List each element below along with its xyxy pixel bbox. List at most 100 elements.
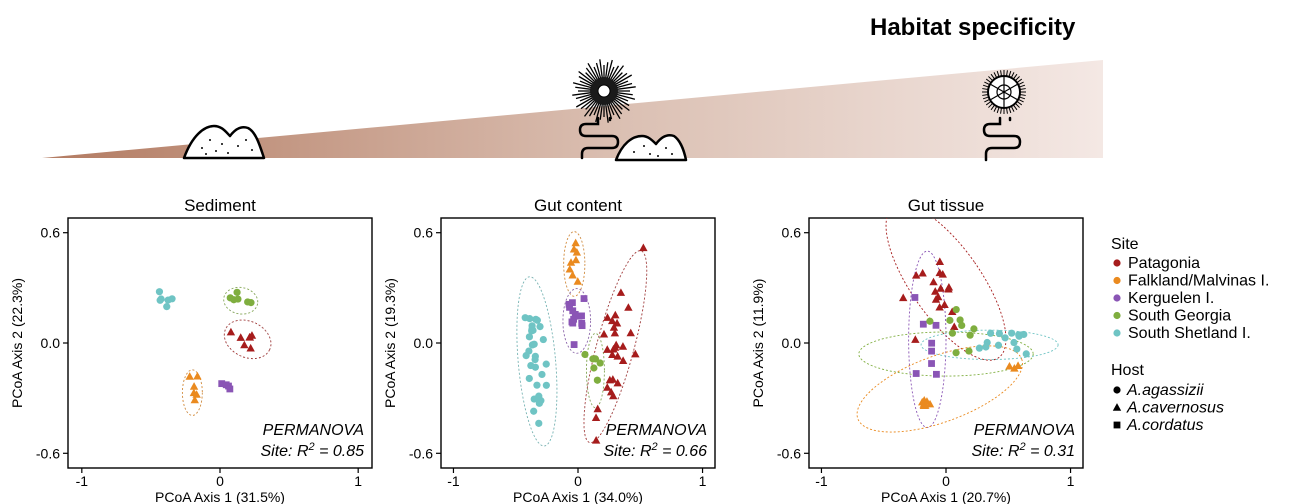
y-axis-label: PCoA Axis 2 (19.3%) <box>382 278 398 408</box>
legend-site-label: Patagonia <box>1128 255 1200 272</box>
urchin-test-icon <box>982 70 1026 114</box>
y-tick-label: -0.6 <box>777 445 801 461</box>
data-point <box>539 335 547 344</box>
legend-swatch <box>1113 329 1121 337</box>
data-point <box>608 350 617 359</box>
data-point <box>618 342 628 350</box>
confidence-ellipse <box>856 345 1023 433</box>
y-tick-label: 0.6 <box>782 225 802 241</box>
data-point <box>531 363 539 371</box>
data-point <box>925 399 935 408</box>
data-point <box>1001 334 1009 342</box>
data-point <box>593 404 602 413</box>
data-point <box>929 277 938 286</box>
legend-site-label: Falkland/Malvinas I. <box>1128 273 1269 290</box>
data-point <box>535 392 543 400</box>
data-point <box>190 395 199 404</box>
data-point <box>919 320 927 328</box>
data-point <box>611 340 621 349</box>
habitat-specificity-title: Habitat specificity <box>870 14 1076 41</box>
data-point <box>956 316 964 324</box>
data-point <box>952 305 960 314</box>
data-point <box>591 413 601 421</box>
sea-urchin-icon <box>572 59 636 123</box>
data-point <box>569 307 577 315</box>
data-point <box>571 238 580 247</box>
data-point <box>599 329 609 338</box>
data-point <box>155 288 164 296</box>
data-point <box>935 302 944 311</box>
data-point <box>1013 345 1021 353</box>
data-point <box>530 407 538 415</box>
data-point <box>538 370 546 379</box>
data-point <box>533 381 541 389</box>
data-point <box>578 319 586 327</box>
data-point <box>994 341 1003 349</box>
data-point <box>533 316 541 324</box>
x-tick-label: -1 <box>447 473 460 489</box>
data-point <box>899 293 908 302</box>
x-tick-label: 0 <box>216 473 224 489</box>
sediment-mound-icon <box>614 134 688 162</box>
data-point <box>525 374 533 383</box>
data-point <box>569 244 579 253</box>
data-point <box>950 322 959 331</box>
data-point <box>192 390 201 398</box>
x-tick-label: -1 <box>76 473 89 489</box>
confidence-ellipse-outline <box>586 333 605 409</box>
data-point <box>157 295 165 303</box>
data-point <box>226 385 234 393</box>
x-tick-label: -1 <box>815 473 828 489</box>
permanova-stat: Site: R2 = 0.31 <box>971 441 1075 460</box>
data-point <box>618 356 628 365</box>
data-point <box>163 303 171 311</box>
legend-site-label: Kerguelen I. <box>1128 290 1214 307</box>
data-point <box>1005 361 1014 370</box>
data-point <box>581 350 589 359</box>
data-point <box>935 268 944 277</box>
legend-host-label: A.agassizii <box>1126 382 1204 399</box>
data-point <box>234 295 242 303</box>
data-point <box>921 401 930 409</box>
confidence-ellipse-outline <box>583 250 648 443</box>
x-axis-label: PCoA Axis 1 (34.0%) <box>513 489 643 504</box>
data-point <box>995 329 1003 338</box>
data-point <box>591 435 601 444</box>
x-axis-label: PCoA Axis 1 (31.5%) <box>155 489 285 504</box>
confidence-ellipse <box>516 276 558 447</box>
data-point <box>603 383 612 391</box>
data-point <box>536 322 544 331</box>
data-point <box>928 347 935 355</box>
x-tick-label: 0 <box>942 473 950 489</box>
y-axis-label: PCoA Axis 2 (22.3%) <box>9 278 25 408</box>
confidence-ellipse <box>885 218 1007 361</box>
data-point <box>983 338 991 347</box>
legend-host-marker <box>1113 421 1121 429</box>
data-point <box>926 317 934 325</box>
legend-site-label: South Shetland I. <box>1128 325 1251 342</box>
data-point <box>590 364 598 372</box>
data-point <box>575 312 583 320</box>
y-axis-label: PCoA Axis 2 (11.9%) <box>750 279 766 408</box>
data-point <box>946 316 954 324</box>
data-point <box>606 387 616 396</box>
panel-title: Gut tissue <box>908 196 985 215</box>
data-point <box>580 295 588 302</box>
data-point <box>965 347 973 355</box>
data-point <box>233 288 241 296</box>
data-point <box>535 399 543 407</box>
data-point <box>531 355 539 364</box>
data-point <box>566 258 576 266</box>
data-point <box>571 255 581 264</box>
data-point <box>948 329 957 337</box>
data-point <box>528 327 536 335</box>
data-point <box>613 378 622 387</box>
data-point <box>944 284 953 293</box>
data-point <box>935 257 945 265</box>
confidence-ellipse <box>858 331 1034 377</box>
data-point <box>244 298 252 306</box>
data-point <box>609 323 619 331</box>
gut-icon <box>578 116 620 160</box>
legend-swatch <box>1113 294 1121 302</box>
